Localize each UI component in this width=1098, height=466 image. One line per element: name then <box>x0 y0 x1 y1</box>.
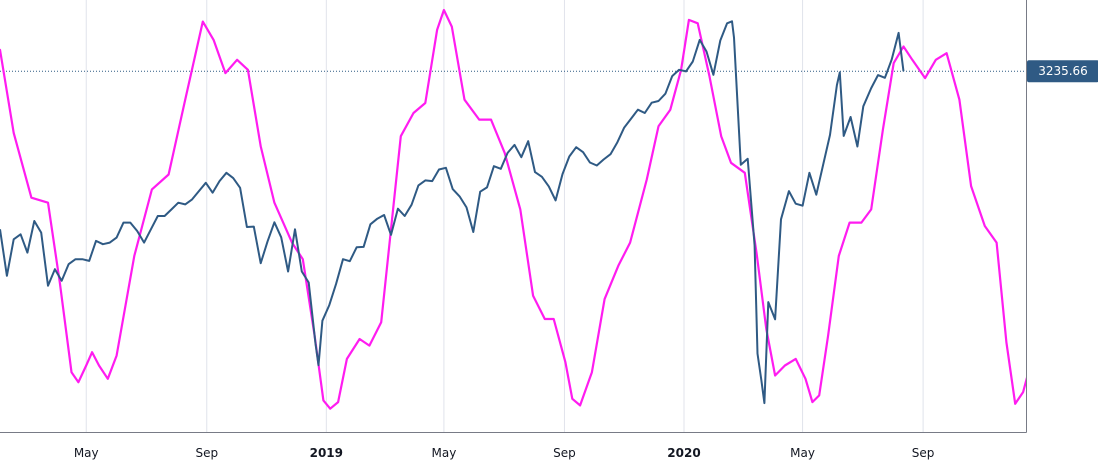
grid-lines <box>85 0 924 432</box>
x-tick-label: Sep <box>553 446 576 460</box>
x-tick-label: Sep <box>912 446 935 460</box>
x-tick-label: May <box>790 446 815 460</box>
last-price-label: 3235.66 <box>1027 60 1098 83</box>
series-layer <box>0 8 1065 410</box>
x-tick-label: May <box>432 446 457 460</box>
last-price-label-bg <box>1027 60 1098 83</box>
x-tick-label: 2020 <box>667 446 700 460</box>
price-line <box>0 20 905 405</box>
x-tick-label: May <box>74 446 99 460</box>
x-tick-label: Sep <box>195 446 218 460</box>
x-tick-label: 2019 <box>310 446 343 460</box>
cycle-line <box>0 8 1065 410</box>
time-axis-ticks[interactable]: May Sep 2019 May Sep 2020 May Sep <box>74 446 935 460</box>
last-price-value: 3235.66 <box>1038 64 1088 78</box>
